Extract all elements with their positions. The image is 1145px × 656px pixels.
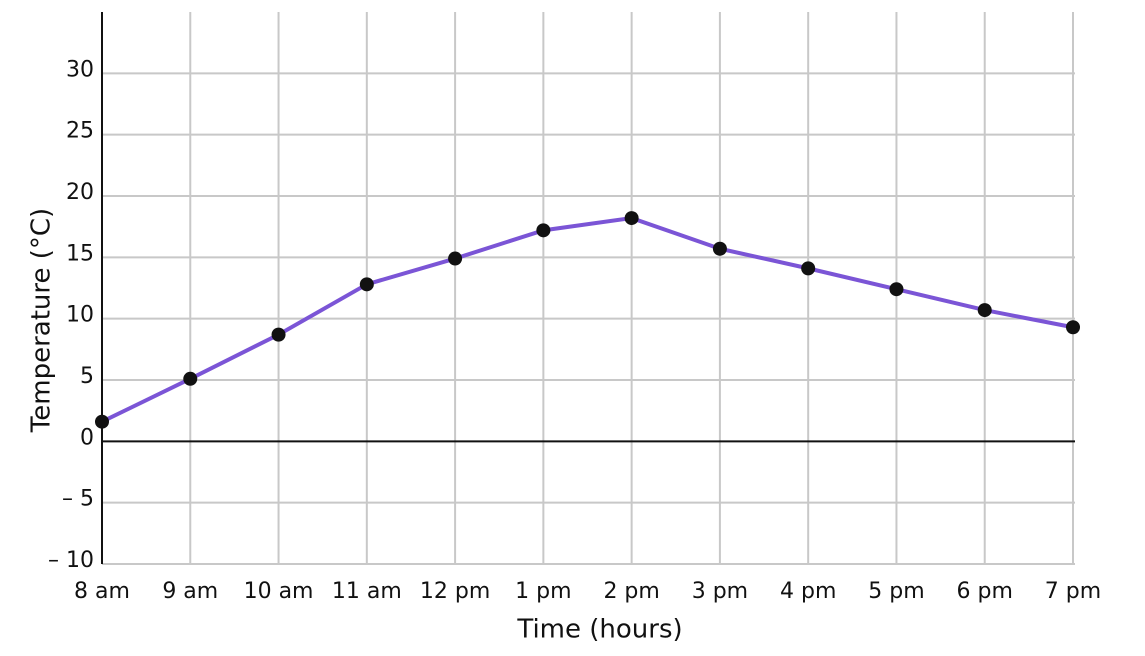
- x-tick-label: 1 pm: [515, 579, 571, 604]
- point: [801, 261, 816, 276]
- x-tick-label: 9 am: [162, 579, 218, 604]
- y-tick-label: 30: [66, 57, 94, 82]
- line: [101, 216, 1074, 424]
- point: [712, 241, 727, 256]
- point: [624, 211, 639, 226]
- point: [536, 223, 551, 238]
- y-tick-label: – 5: [62, 487, 94, 512]
- x-tick-label: 11 am: [332, 579, 402, 604]
- x-tick-label: 4 pm: [780, 579, 836, 604]
- x-tick-label: 5 pm: [868, 579, 924, 604]
- x-tick-label: 6 pm: [957, 579, 1013, 604]
- y-tick-label: 10: [66, 303, 94, 328]
- y-tick-label: 25: [66, 119, 94, 144]
- x-axis-title: Time (hours): [516, 615, 682, 645]
- y-axis-title: Temperature (°C): [27, 208, 57, 433]
- y-tick-label: – 10: [48, 548, 94, 573]
- point: [95, 414, 109, 429]
- y-tick-label: 5: [80, 364, 94, 389]
- point: [977, 303, 992, 318]
- x-tick-label: 8 am: [74, 579, 130, 604]
- x-tick-label: 12 pm: [420, 579, 490, 604]
- x-tick-label: 7 pm: [1045, 579, 1101, 604]
- x-tick-label: 2 pm: [603, 579, 659, 604]
- point: [1066, 320, 1080, 335]
- point: [359, 277, 374, 292]
- point: [271, 327, 286, 342]
- point: [889, 282, 904, 297]
- x-tick-label: 3 pm: [692, 579, 748, 604]
- y-tick-label: 20: [66, 180, 94, 205]
- x-tick-label: 10 am: [244, 579, 314, 604]
- y-tick-label: 15: [66, 241, 94, 266]
- point: [183, 371, 198, 386]
- y-tick-label: 0: [80, 425, 94, 450]
- point: [448, 251, 463, 266]
